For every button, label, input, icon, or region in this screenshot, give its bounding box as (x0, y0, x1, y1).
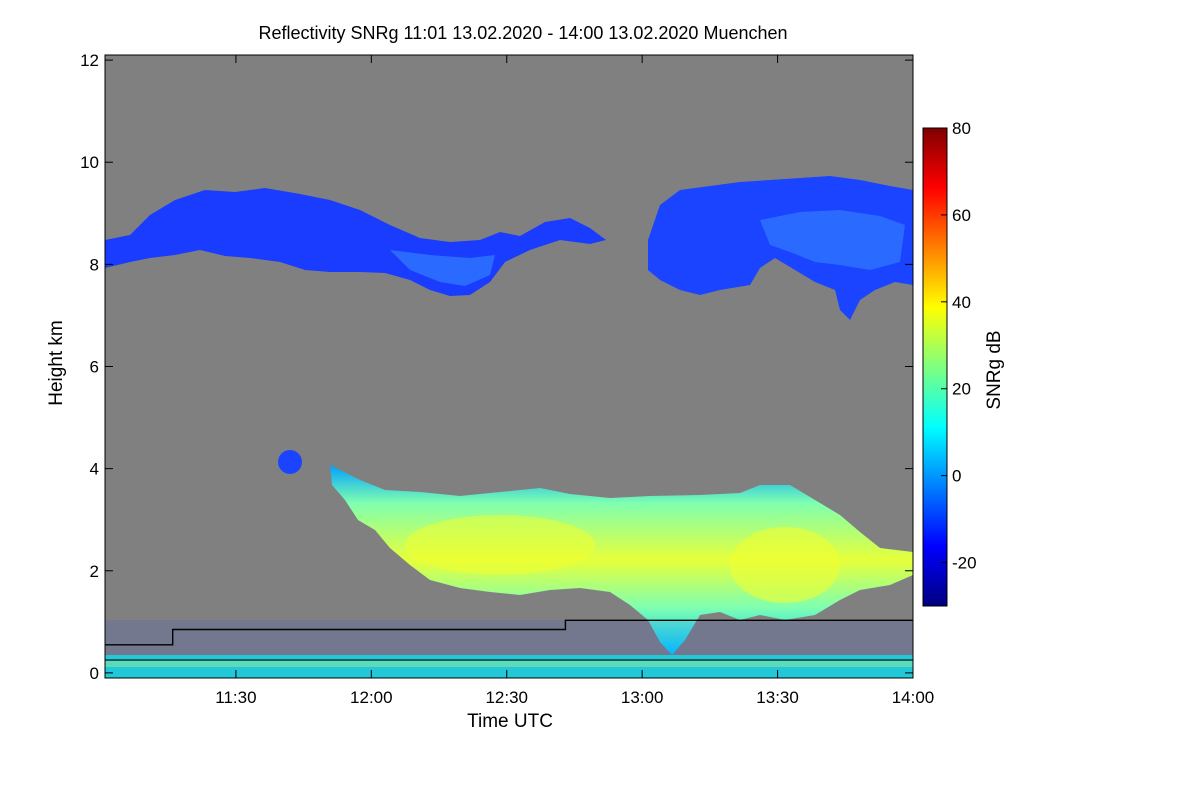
x-tick-label: 13:30 (756, 688, 799, 707)
y-tick-label: 8 (90, 255, 99, 274)
colorbar-tick-label: 80 (952, 119, 971, 138)
upper-cloud-layer-1-core (390, 250, 495, 286)
mid-cloud-core-2 (730, 527, 840, 603)
x-axis-title: Time UTC (467, 711, 553, 732)
y-tick-label: 10 (80, 153, 99, 172)
boundary-layer-line (105, 619, 913, 646)
y-tick-label: 2 (90, 562, 99, 581)
y-tick-label: 6 (90, 358, 99, 377)
near-ground-clutter-band (105, 661, 913, 667)
chart-title: Reflectivity SNRg 11:01 13.02.2020 - 14:… (258, 23, 787, 43)
isolated-echo (278, 450, 302, 474)
colorbar-tick-label: 40 (952, 293, 971, 312)
y-axis-title: Height km (46, 320, 67, 406)
colorbar-tick-label: 60 (952, 206, 971, 225)
colorbar-tick-label: -20 (952, 554, 977, 573)
plot-area (105, 176, 913, 678)
colorbar-axis: -20 0 20 40 60 80 (941, 119, 977, 573)
x-tick-label: 14:00 (892, 688, 935, 707)
colorbar (922, 127, 948, 607)
x-tick-label: 11:30 (215, 688, 256, 707)
x-tick-label: 12:30 (485, 688, 528, 707)
x-axis: 11:30 12:00 12:30 13:00 13:30 14:00 (215, 55, 934, 707)
y-axis: 0 2 4 6 8 10 12 (80, 51, 913, 683)
upper-cloud-layer-2-core (760, 210, 905, 270)
y-tick-label: 0 (90, 664, 99, 683)
x-tick-label: 13:00 (621, 688, 664, 707)
colorbar-title: SNRg dB (984, 330, 1005, 409)
x-tick-label: 12:00 (350, 688, 393, 707)
y-tick-label: 4 (90, 460, 99, 479)
colorbar-tick-label: 0 (952, 467, 961, 486)
low-level-echo (105, 620, 913, 655)
mid-cloud-core-1 (405, 515, 595, 575)
mid-cloud-layer (330, 465, 913, 655)
colorbar-tick-label: 20 (952, 380, 971, 399)
y-tick-label: 12 (80, 51, 99, 70)
